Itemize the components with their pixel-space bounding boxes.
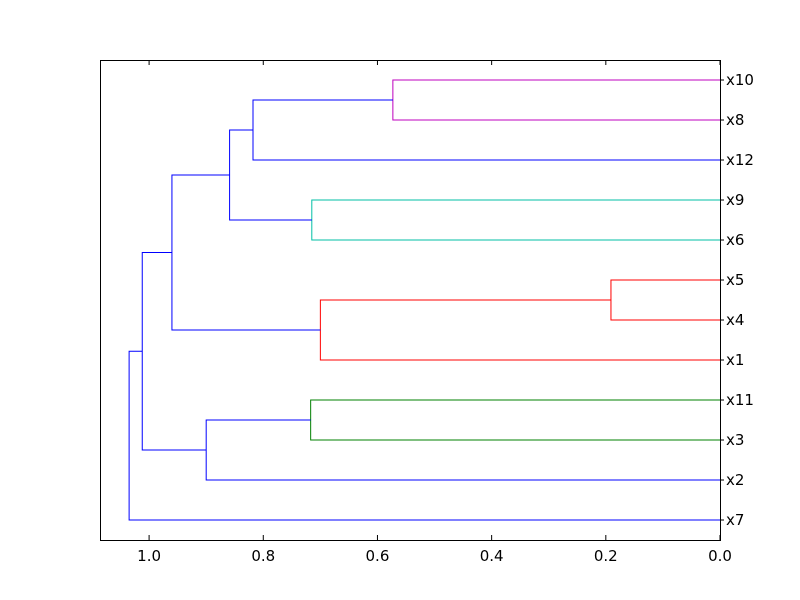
x-tick-label: 0.8 <box>251 547 275 565</box>
dendrogram-links <box>128 79 720 521</box>
leaf-label-x6: x6 <box>726 231 744 249</box>
dendrogram-link-10 <box>141 252 207 451</box>
leaf-label-x7: x7 <box>726 511 744 529</box>
dendrogram-link-7 <box>229 129 312 221</box>
x-tick-label: 1.0 <box>137 547 161 565</box>
dendrogram-link-4 <box>319 299 720 361</box>
dendrogram-link-8 <box>205 419 720 481</box>
x-tick-label: 0.6 <box>366 547 390 565</box>
dendrogram-link-9 <box>171 174 321 331</box>
x-tick-label: 0.4 <box>480 547 504 565</box>
dendrogram-link-5 <box>310 399 720 441</box>
dendrogram-link-11 <box>128 350 720 521</box>
dendrogram-link-1 <box>392 79 720 121</box>
dendrogram-link-3 <box>610 279 720 321</box>
leaf-label-x9: x9 <box>726 191 744 209</box>
leaf-label-x8: x8 <box>726 111 744 129</box>
dendrogram-link-2 <box>311 199 720 241</box>
x-tick-label: 0.0 <box>708 547 732 565</box>
plot-area-frame <box>100 60 721 541</box>
leaf-label-x5: x5 <box>726 271 744 289</box>
dendrogram-link-6 <box>252 99 720 161</box>
leaf-label-x2: x2 <box>726 471 744 489</box>
leaf-label-x3: x3 <box>726 431 744 449</box>
leaf-label-x12: x12 <box>726 151 754 169</box>
leaf-labels: x10 x8 x12 x9 x6 x5 x4 x1 x11 x3 x2 x7 <box>720 71 754 529</box>
leaf-label-x11: x11 <box>726 391 754 409</box>
x-axis: 1.0 0.8 0.6 0.4 0.2 0.0 <box>137 60 732 565</box>
leaf-label-x4: x4 <box>726 311 744 329</box>
x-tick-label: 0.2 <box>594 547 618 565</box>
leaf-label-x10: x10 <box>726 71 754 89</box>
leaf-label-x1: x1 <box>726 351 744 369</box>
